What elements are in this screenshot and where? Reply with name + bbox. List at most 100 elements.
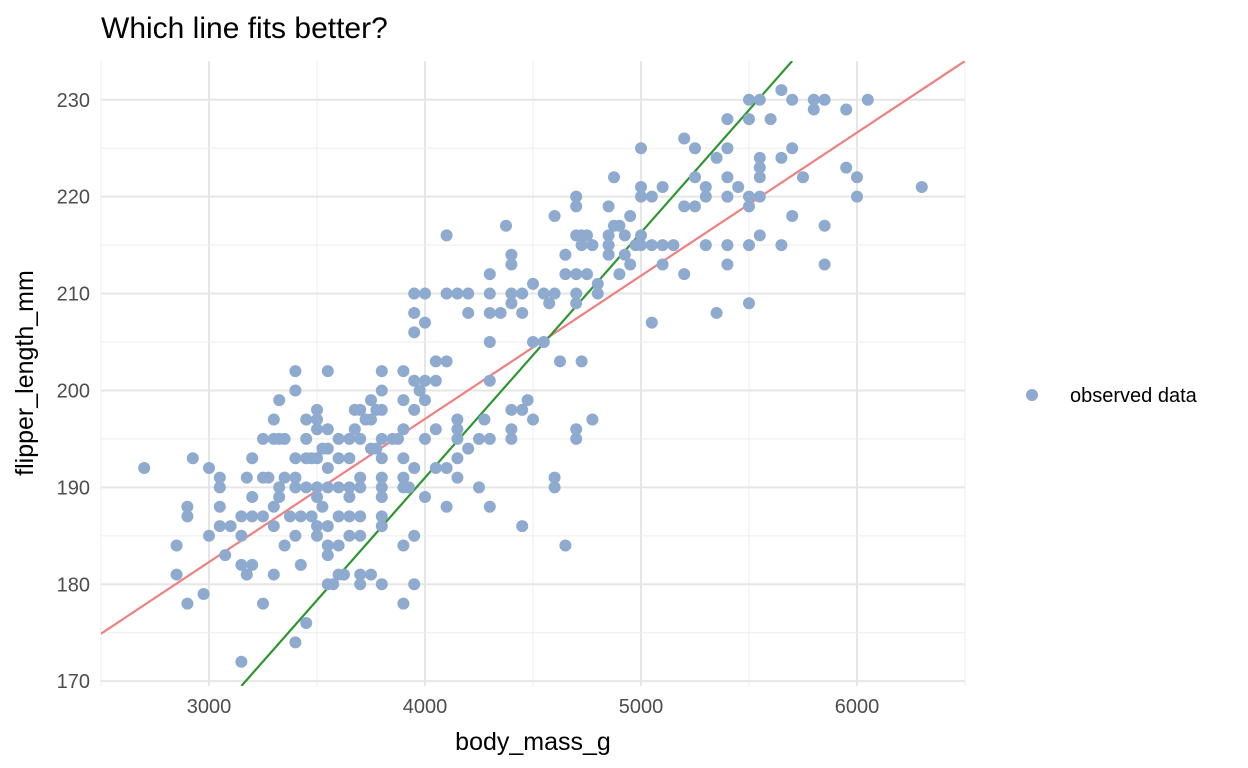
y-tick-label: 210	[57, 284, 90, 306]
data-point	[608, 171, 620, 184]
data-point	[699, 180, 712, 193]
data-point	[332, 510, 345, 523]
data-point	[451, 423, 464, 436]
data-point	[451, 452, 464, 465]
data-point	[408, 578, 421, 591]
data-point	[284, 510, 296, 523]
data-point	[278, 432, 291, 445]
data-point	[397, 597, 410, 610]
data-point	[818, 219, 831, 232]
data-point	[807, 93, 820, 106]
data-point	[678, 200, 691, 213]
data-point	[505, 403, 518, 416]
data-point	[494, 306, 507, 319]
data-point	[505, 248, 518, 261]
data-point	[710, 306, 723, 319]
data-point	[213, 500, 226, 513]
data-point	[289, 384, 302, 397]
data-point	[440, 461, 453, 474]
data-point	[375, 432, 388, 445]
data-point	[375, 491, 388, 504]
data-point	[818, 258, 831, 271]
data-point	[462, 287, 475, 300]
data-point	[321, 520, 334, 533]
data-point	[267, 520, 280, 533]
data-point	[257, 432, 269, 445]
data-point	[181, 597, 194, 610]
data-point	[570, 432, 583, 445]
data-point	[861, 93, 874, 106]
data-point	[440, 287, 453, 300]
data-point	[138, 461, 151, 474]
data-point	[343, 481, 356, 494]
data-point	[246, 452, 259, 465]
legend-label-observed-data: observed data	[1070, 385, 1198, 407]
data-point	[370, 442, 383, 455]
data-point	[419, 374, 431, 387]
data-point	[278, 471, 291, 484]
data-point	[753, 161, 766, 174]
data-point	[408, 306, 421, 319]
data-point	[413, 384, 426, 397]
data-point	[721, 258, 734, 271]
data-point	[332, 452, 345, 465]
data-point	[289, 636, 302, 649]
data-point	[462, 306, 475, 319]
data-point	[483, 268, 496, 281]
data-point	[483, 306, 496, 319]
data-point	[365, 413, 377, 426]
data-point	[321, 549, 334, 562]
data-point	[516, 520, 529, 533]
data-point	[527, 277, 539, 290]
y-tick-label: 200	[57, 380, 90, 402]
data-point	[753, 93, 766, 106]
data-point	[721, 171, 734, 184]
data-point	[840, 103, 853, 116]
data-point	[602, 200, 615, 213]
y-axis-tick-labels: 170 180 190 200 210 220 230	[57, 90, 90, 693]
data-point	[289, 365, 302, 378]
data-point	[311, 529, 323, 542]
data-point	[797, 171, 809, 184]
data-point	[397, 452, 410, 465]
data-point	[311, 413, 323, 426]
data-point	[613, 219, 626, 232]
data-point	[521, 394, 534, 407]
data-point	[440, 355, 453, 368]
data-point	[170, 539, 183, 552]
data-point	[327, 578, 340, 591]
data-point	[624, 258, 637, 271]
data-point	[375, 481, 388, 494]
data-point	[721, 113, 734, 126]
data-point	[375, 520, 388, 533]
data-point	[483, 432, 496, 445]
data-point	[440, 500, 453, 513]
data-point	[743, 239, 755, 252]
data-point	[375, 578, 388, 591]
data-point	[332, 432, 345, 445]
data-point	[246, 510, 259, 523]
data-point	[213, 520, 226, 533]
data-point	[300, 432, 313, 445]
data-point	[483, 500, 496, 513]
data-point	[257, 597, 269, 610]
data-point	[635, 190, 647, 203]
data-point	[840, 161, 853, 174]
data-point	[786, 210, 799, 223]
data-point	[246, 558, 259, 571]
data-point	[753, 190, 766, 203]
data-point	[213, 481, 226, 494]
data-point	[635, 180, 647, 193]
data-point	[743, 93, 755, 106]
legend: observed data	[1026, 385, 1198, 407]
data-point	[289, 529, 302, 542]
data-point	[548, 471, 561, 484]
data-point	[354, 529, 367, 542]
data-point	[570, 268, 583, 281]
data-point	[516, 403, 529, 416]
data-point	[311, 520, 323, 533]
data-point	[537, 287, 550, 300]
data-point	[500, 219, 512, 232]
data-point	[408, 287, 421, 300]
data-point	[753, 229, 766, 242]
